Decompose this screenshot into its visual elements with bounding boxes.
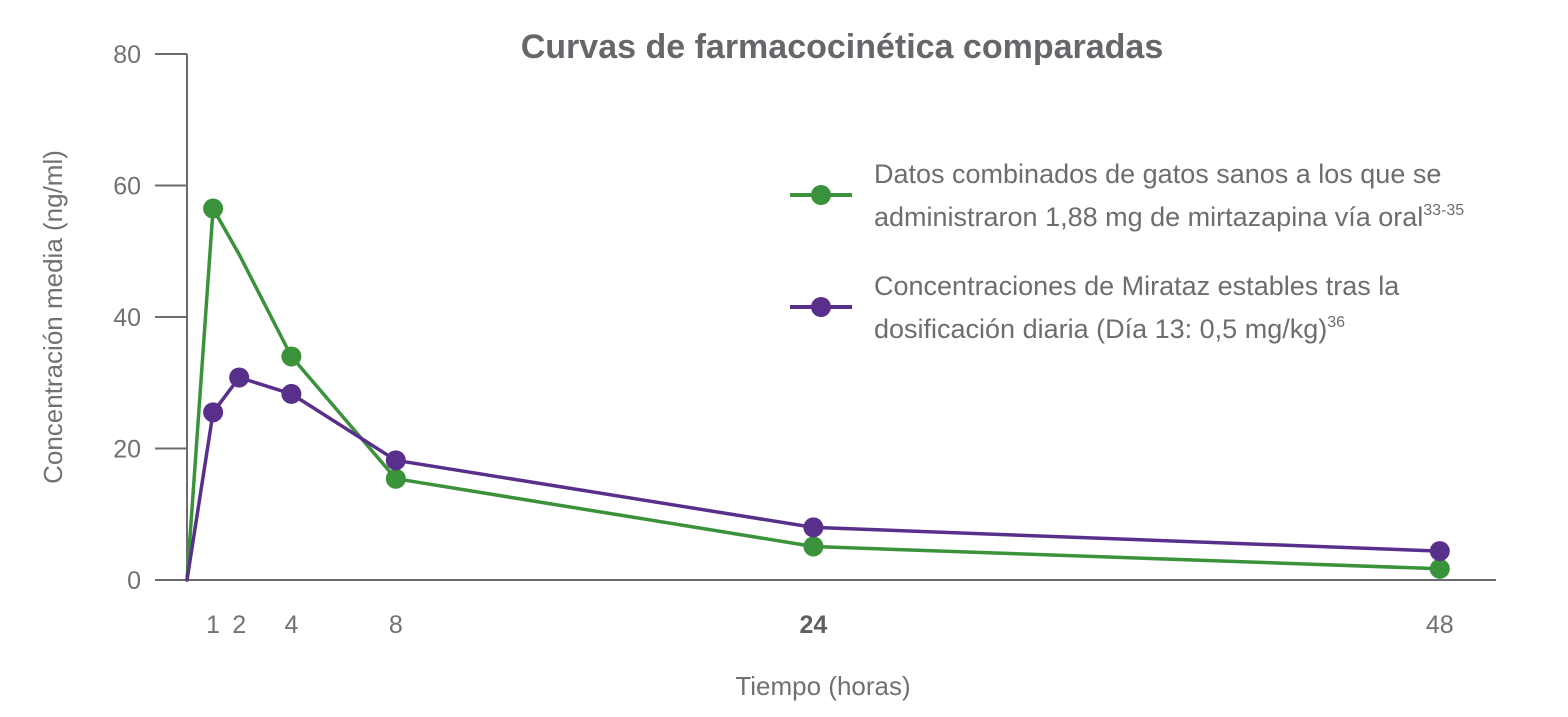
x-tick-label: 2	[232, 611, 246, 639]
legend-swatch-marker	[811, 185, 831, 205]
x-axis-ticks: 1 2 4 8 24 48	[206, 611, 1454, 639]
y-tick-label: 0	[127, 567, 141, 595]
data-point	[203, 402, 224, 423]
x-tick-label: 24	[799, 611, 827, 639]
x-tick-label: 1	[206, 611, 220, 639]
legend-label-line: Datos combinados de gatos sanos a los qu…	[874, 159, 1441, 189]
data-point	[229, 367, 250, 388]
data-point	[803, 536, 824, 557]
legend-entry-2: Concentraciones de Mirataz estables tras…	[790, 271, 1400, 344]
legend: Datos combinados de gatos sanos a los qu…	[790, 159, 1464, 344]
legend-entry-1: Datos combinados de gatos sanos a los qu…	[790, 159, 1464, 232]
legend-label-line: administraron 1,88 mg de mirtazapina vía…	[874, 202, 1464, 232]
data-point	[1429, 558, 1450, 579]
data-point	[281, 346, 302, 367]
data-series	[185, 198, 1450, 582]
y-axis-ticks: 0 20 40 60 80	[113, 41, 187, 595]
y-tick-label: 80	[113, 41, 141, 69]
x-tick-label: 8	[389, 611, 403, 639]
legend-swatch-marker	[811, 297, 831, 317]
x-axis-label: Tiempo (horas)	[735, 671, 910, 701]
data-point	[385, 450, 406, 471]
legend-label-line: Concentraciones de Mirataz estables tras…	[874, 271, 1400, 301]
y-axis-label: Concentración media (ng/ml)	[38, 150, 68, 484]
data-point	[1429, 541, 1450, 562]
data-point	[803, 517, 824, 538]
x-tick-label: 4	[284, 611, 298, 639]
y-tick-label: 40	[113, 304, 141, 332]
data-point	[281, 383, 302, 404]
chart-title: Curvas de farmacocinética comparadas	[521, 28, 1164, 66]
data-point	[385, 468, 406, 489]
y-tick-label: 60	[113, 173, 141, 201]
legend-label-line: dosificación diaria (Día 13: 0,5 mg/kg)3…	[874, 314, 1345, 344]
series-2	[185, 367, 1450, 582]
x-tick-label: 48	[1426, 611, 1454, 639]
series-1	[185, 198, 1450, 582]
data-point	[203, 198, 224, 219]
y-tick-label: 20	[113, 436, 141, 464]
